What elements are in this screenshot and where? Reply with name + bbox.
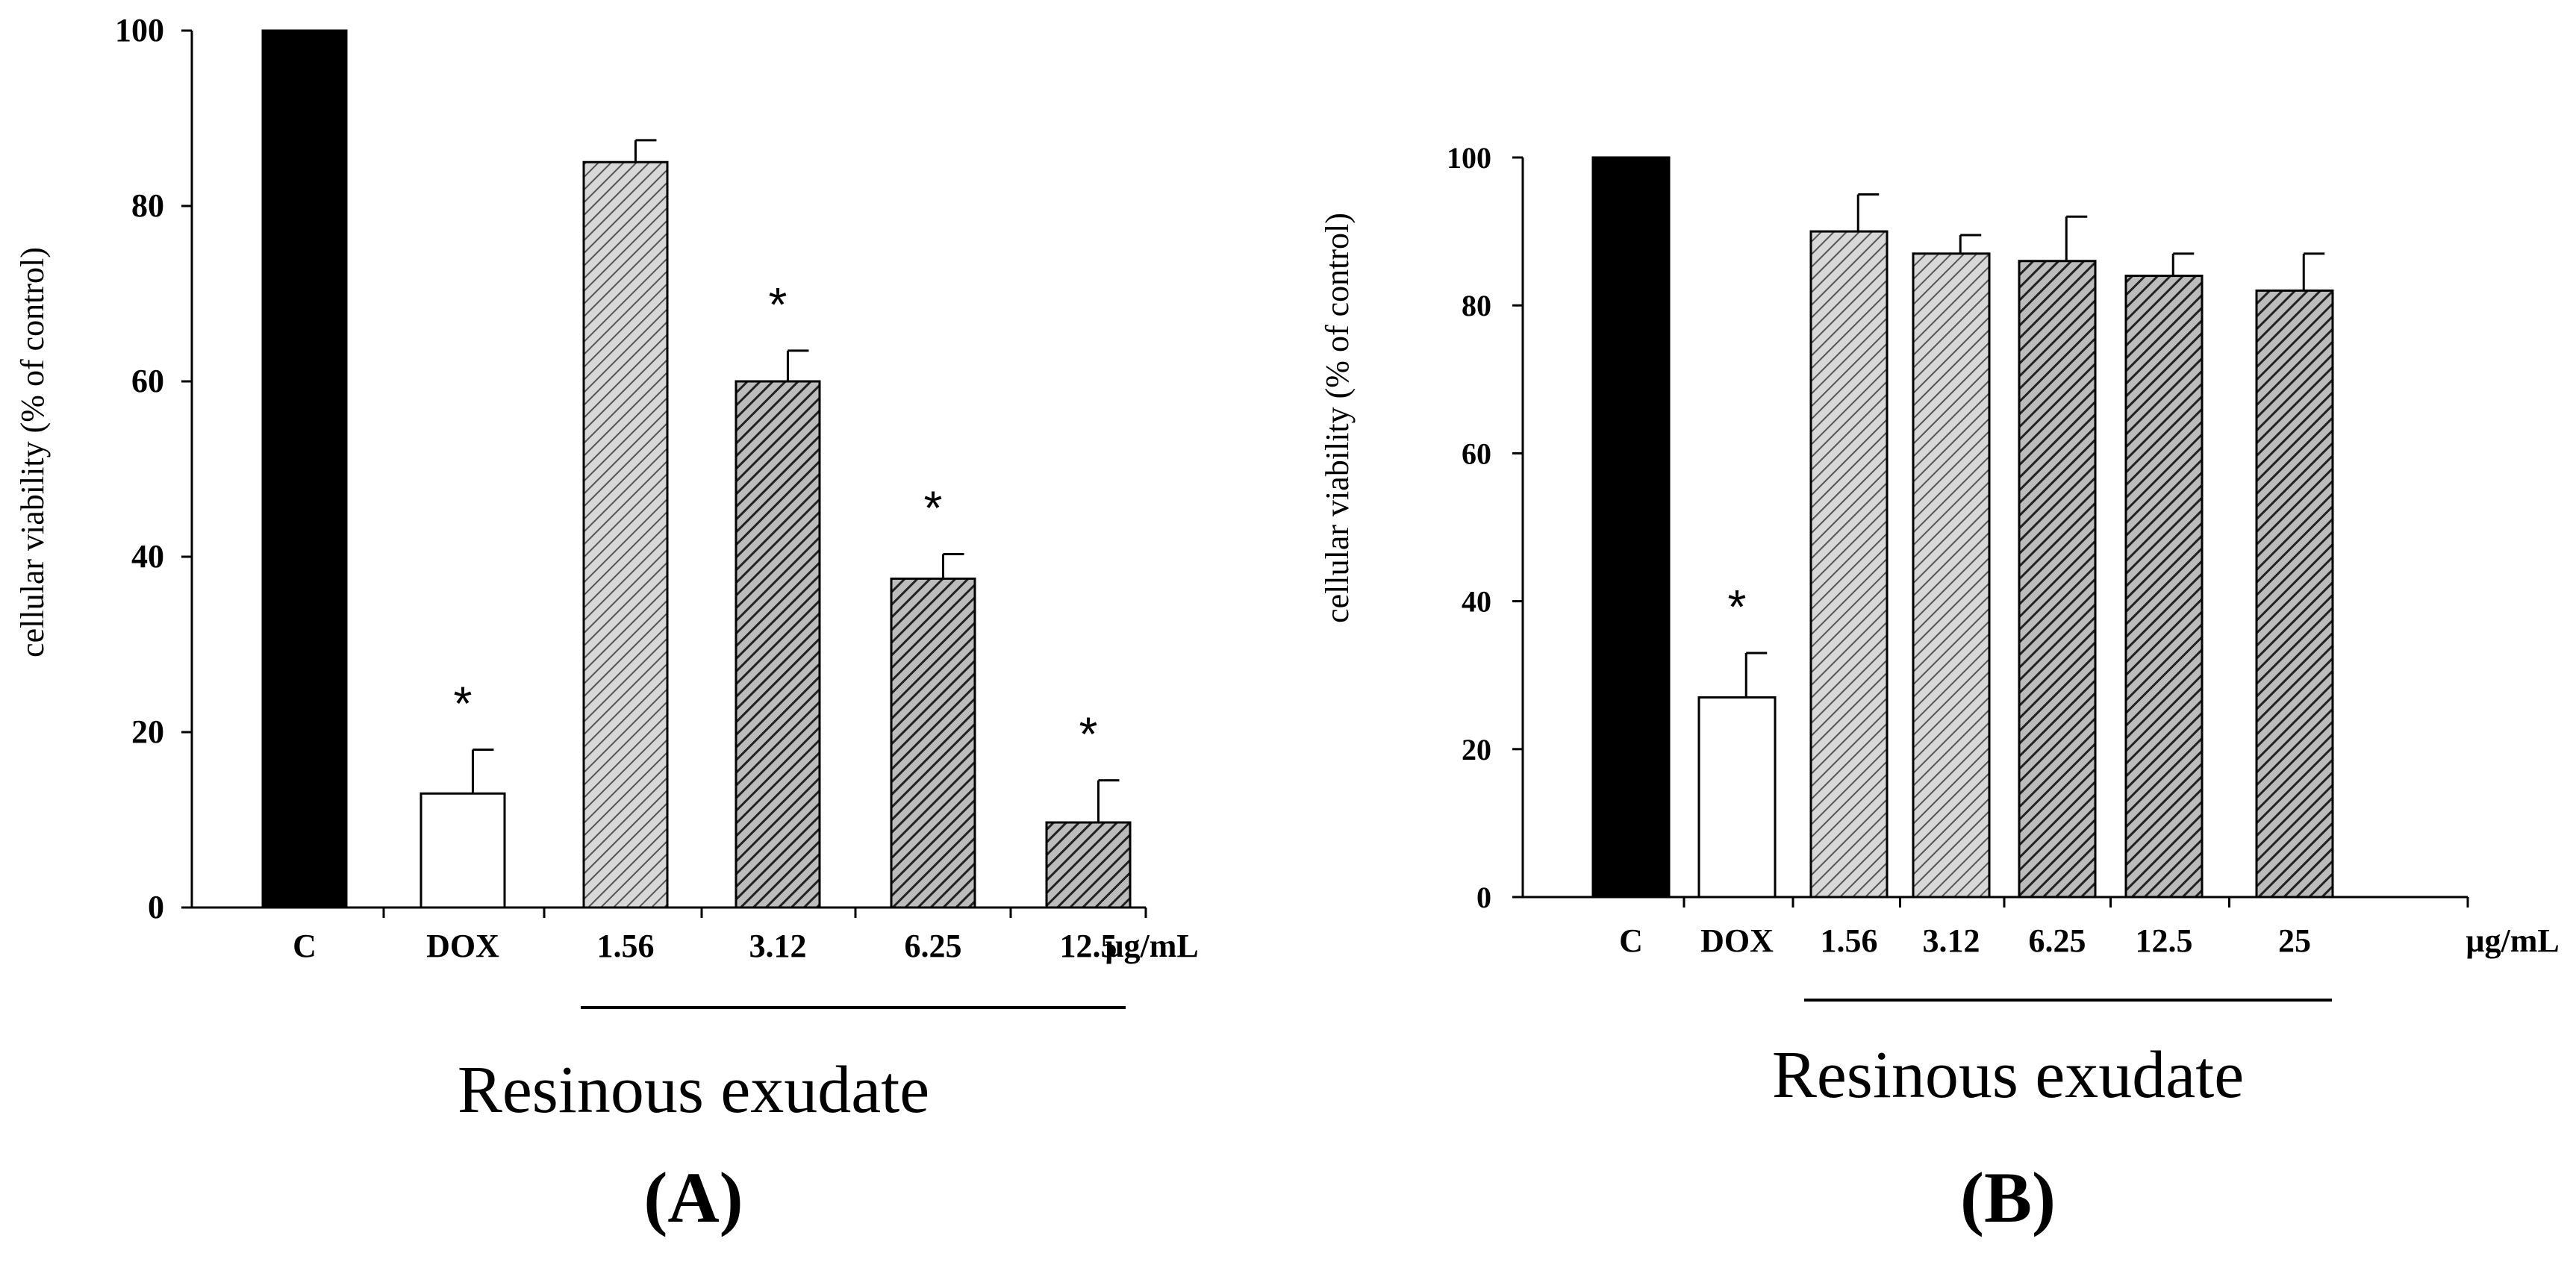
panel-b-bar-3.12 bbox=[1912, 252, 1991, 899]
panel-b-ylabel: cellular viability (% of control) bbox=[1319, 213, 1356, 623]
panel-b-y-tick-label: 60 bbox=[1462, 437, 1491, 470]
panel-a-category-label: 3.12 bbox=[749, 928, 807, 964]
panel-a-significance-3.12: * bbox=[769, 278, 788, 331]
panel-a-significance-DOX: * bbox=[454, 677, 473, 731]
panel-b-y-tick-label: 0 bbox=[1476, 881, 1491, 914]
panel-a: cellular viability (% of control) 0 20 40 6… bbox=[14, 12, 1199, 1237]
panel-a-bar-12.5 bbox=[1045, 821, 1132, 909]
panel-a-bar-6.25 bbox=[890, 577, 976, 909]
panel-a-label: (A) bbox=[643, 1158, 743, 1237]
panel-b-category-label: DOX bbox=[1700, 922, 1774, 959]
panel-a-unit-label: µg/mL bbox=[1105, 928, 1199, 964]
panel-a-significance-12.5: * bbox=[1079, 707, 1098, 761]
panel-a-category-label: C bbox=[293, 928, 316, 964]
panel-b-unit-label: µg/mL bbox=[2466, 922, 2560, 959]
panel-b-y-tick-label: 20 bbox=[1462, 733, 1491, 766]
panel-a-y-tick-label: 0 bbox=[148, 889, 164, 925]
panel-b-category-label: 1.56 bbox=[1821, 922, 1878, 959]
panel-b-plot: 0 20 40 60 80 100 C * DOX 1.56 3.12 6.25 12.5 25 bbox=[1447, 141, 2469, 959]
panel-a-significance-6.25: * bbox=[924, 481, 943, 534]
panel-a-category-label: 6.25 bbox=[905, 928, 962, 964]
panel-b-bar-12.5 bbox=[2124, 275, 2204, 899]
panel-b-category-label: C bbox=[1619, 922, 1643, 959]
panel-a-y-tick-label: 60 bbox=[131, 363, 164, 399]
panel-a-bar-3.12 bbox=[735, 380, 821, 909]
panel-b-category-label: 6.25 bbox=[2029, 922, 2086, 959]
panel-b-y-tick-label: 80 bbox=[1462, 289, 1491, 322]
panel-a-bar-DOX bbox=[420, 792, 506, 909]
panel-b-y-tick-label: 100 bbox=[1447, 141, 1491, 175]
panel-b-bar-6.25 bbox=[2018, 260, 2097, 899]
panel-a-y-tick-label: 20 bbox=[131, 713, 164, 750]
panel-b-bar-C bbox=[1591, 156, 1671, 899]
panel-a-group-label: Resinous exudate bbox=[458, 1053, 929, 1127]
panel-b-bar-1.56 bbox=[1809, 230, 1889, 899]
panel-b-bar-DOX bbox=[1697, 696, 1777, 899]
panel-a-bar-C bbox=[261, 29, 348, 909]
panel-a-bar-1.56 bbox=[582, 160, 669, 909]
panel-b-category-label: 25 bbox=[2278, 922, 2311, 959]
panel-b-category-label: 3.12 bbox=[1923, 922, 1980, 959]
panel-a-y-tick-label: 40 bbox=[131, 538, 164, 575]
panel-b-significance-DOX: * bbox=[1728, 580, 1747, 634]
panel-a-y-tick-label: 100 bbox=[115, 12, 164, 49]
panel-a-category-label: 1.56 bbox=[597, 928, 655, 964]
panel-b: cellular viability (% of control) 0 20 40 6… bbox=[1319, 141, 2560, 1237]
panel-a-plot: 0 20 40 60 80 100 C * DOX 1.56 * 3.12 * 6.25 * 12.5 bbox=[115, 12, 1147, 964]
panel-b-group-label: Resinous exudate bbox=[1772, 1038, 2244, 1112]
panel-b-bar-25 bbox=[2255, 289, 2334, 899]
panel-a-y-tick-label: 80 bbox=[131, 187, 164, 224]
panel-b-y-tick-label: 40 bbox=[1462, 585, 1491, 619]
panel-a-category-label: 12.5 bbox=[1060, 928, 1117, 964]
panel-b-category-label: 12.5 bbox=[2136, 922, 2193, 959]
panel-a-category-label: DOX bbox=[426, 928, 499, 964]
panel-b-label: (B) bbox=[1960, 1158, 2056, 1237]
panel-a-ylabel: cellular viability (% of control) bbox=[14, 247, 51, 657]
